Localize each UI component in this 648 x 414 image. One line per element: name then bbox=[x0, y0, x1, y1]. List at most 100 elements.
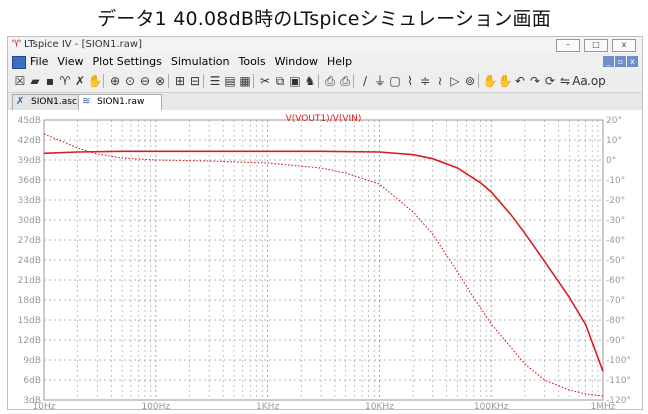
y-left-tick-label: 21dB bbox=[18, 276, 41, 286]
toolbar-separator bbox=[478, 74, 479, 88]
y-left-tick-label: 12dB bbox=[18, 336, 41, 346]
x-tick-label: 100Hz bbox=[141, 402, 170, 409]
paste-icon[interactable]: ▣ bbox=[289, 74, 301, 88]
y-left-tick-label: 15dB bbox=[18, 316, 41, 326]
y-right-tick-label: -80° bbox=[606, 316, 625, 326]
mirror-icon[interactable]: ⇋ bbox=[559, 74, 571, 88]
menu-plot-settings[interactable]: Plot Settings bbox=[92, 55, 162, 68]
schematic-icon: ✗ bbox=[16, 96, 25, 107]
window-controls: – □ x bbox=[556, 39, 636, 52]
autorange-icon[interactable]: ⊞ bbox=[174, 74, 186, 88]
ground-icon[interactable]: ⏚ bbox=[373, 74, 386, 88]
inductor-icon[interactable]: ≀ bbox=[437, 74, 443, 88]
menu-tools[interactable]: Tools bbox=[238, 55, 266, 68]
tab-sion1-raw[interactable]: ≋ SION1.raw bbox=[78, 94, 162, 110]
magnitude-trace bbox=[43, 150, 604, 372]
label-icon[interactable]: ▢ bbox=[389, 74, 401, 88]
open-icon[interactable]: ▰ bbox=[30, 74, 40, 88]
pan-icon[interactable]: ⊙ bbox=[124, 74, 136, 88]
tile-icon[interactable]: ☰ bbox=[209, 74, 221, 88]
ltspice-window: ♈ LTspice IV - [SION1.raw] – □ x File Vi… bbox=[7, 36, 643, 410]
page-caption: データ1 40.08dB時のLTspiceシミュレーション画面 bbox=[97, 8, 551, 30]
y-left-tick-label: 27dB bbox=[18, 236, 41, 246]
menu-file[interactable]: File bbox=[30, 55, 49, 68]
y-right-tick-label: -120° bbox=[606, 396, 631, 406]
y-right-tick-label: 20° bbox=[606, 116, 622, 126]
toolbar-separator bbox=[103, 74, 104, 88]
toolbar: ☒ ▰ ▪ ♈ ✗ ✋ ⊕ ⊙ ⊖ ⊗ ⊞ ⊟ ☰ ▤ ▦ ✂ ⧉ ▣ ♞ ⎙ ⎙ ∕ ⏚ ▢ ⌇ ≑ ≀ ▷ ⊚ ✋ ✋ ↶ ↷ ⟳ ⇋ Aa .op bbox=[8, 70, 642, 93]
zoom-cancel-icon[interactable]: ⊗ bbox=[154, 74, 166, 88]
toolbar-separator bbox=[168, 74, 169, 88]
move-icon[interactable]: ✋ bbox=[482, 74, 498, 88]
cut-icon[interactable]: ✂ bbox=[259, 74, 271, 88]
mdi-restore-button[interactable]: ▫ bbox=[615, 56, 626, 67]
print-icon[interactable]: ⎙ bbox=[340, 74, 350, 88]
find-icon[interactable]: ♞ bbox=[304, 74, 316, 88]
y-right-tick-label: -90° bbox=[606, 336, 625, 346]
document-tabs: ✗ SION1.asc ≋ SION1.raw bbox=[8, 93, 642, 111]
diode-icon[interactable]: ▷ bbox=[450, 74, 460, 88]
x-tick-label: 100KHz bbox=[474, 402, 509, 409]
phase-trace bbox=[43, 133, 604, 397]
redo-icon[interactable]: ↷ bbox=[529, 74, 541, 88]
zoom-in-icon[interactable]: ⊕ bbox=[109, 74, 121, 88]
add-trace-icon[interactable]: ⊟ bbox=[189, 74, 201, 88]
title-bar: ♈ LTspice IV - [SION1.raw] – □ x bbox=[8, 37, 642, 53]
menu-bar: File View Plot Settings Simulation Tools… bbox=[8, 53, 642, 70]
component-icon[interactable]: ⊚ bbox=[464, 74, 476, 88]
y-left-tick-label: 39dB bbox=[18, 156, 41, 166]
toolbar-separator bbox=[253, 74, 254, 88]
mark-icon[interactable]: ▦ bbox=[239, 74, 251, 88]
mdi-minimize-button[interactable]: _ bbox=[603, 56, 614, 67]
menu-window[interactable]: Window bbox=[274, 55, 318, 68]
waveform-plot-pane[interactable]: 45dB 42dB 39dB 36dB 33dB 30dB 27dB 24dB 21dB 18dB… bbox=[8, 110, 642, 409]
ltspice-app-icon: ♈ bbox=[12, 39, 21, 50]
y-left-tick-label: 33dB bbox=[18, 196, 41, 206]
y-left-tick-label: 36dB bbox=[18, 176, 41, 186]
new-schematic-icon[interactable]: ☒ bbox=[14, 74, 26, 88]
trace-label[interactable]: V(VOUT1)/V(VIN) bbox=[286, 114, 362, 124]
spice-directive-icon[interactable]: .op bbox=[587, 74, 606, 88]
mdi-close-button[interactable]: x bbox=[627, 56, 638, 67]
y-left-tick-label: 45dB bbox=[18, 116, 41, 126]
y-left-tick-label: 42dB bbox=[18, 136, 41, 146]
halt-icon[interactable]: ✋ bbox=[87, 74, 103, 88]
y-right-tick-label: 0° bbox=[606, 156, 616, 166]
copy-icon[interactable]: ⧉ bbox=[275, 74, 285, 88]
zoom-out-icon[interactable]: ⊖ bbox=[139, 74, 151, 88]
menu-help[interactable]: Help bbox=[326, 55, 353, 68]
minimize-button[interactable]: – bbox=[556, 39, 580, 52]
x-tick-label: 10Hz bbox=[33, 402, 56, 409]
save-icon[interactable]: ▪ bbox=[45, 74, 55, 88]
text-icon[interactable]: Aa bbox=[572, 74, 588, 88]
capacitor-icon[interactable]: ≑ bbox=[419, 74, 431, 88]
waveform-icon: ≋ bbox=[82, 96, 91, 107]
x-tick-label: 1KHz bbox=[256, 402, 279, 409]
y-left-tick-label: 9dB bbox=[23, 356, 41, 366]
y-right-tick-label: -40° bbox=[606, 236, 625, 246]
waveform-doc-icon[interactable] bbox=[12, 56, 26, 69]
close-button[interactable]: x bbox=[612, 39, 636, 52]
print-preview-icon[interactable]: ⎙ bbox=[325, 74, 335, 88]
cascade-icon[interactable]: ▤ bbox=[224, 74, 236, 88]
y-right-tick-label: -110° bbox=[606, 376, 631, 386]
y-right-tick-label: -70° bbox=[606, 296, 625, 306]
rotate-icon[interactable]: ⟳ bbox=[544, 74, 556, 88]
control-panel-icon[interactable]: ♈ bbox=[59, 74, 71, 88]
window-title: LTspice IV - [SION1.raw] bbox=[24, 39, 142, 50]
y-right-tick-label: -100° bbox=[606, 356, 631, 366]
undo-icon[interactable]: ↶ bbox=[514, 74, 526, 88]
y-right-tick-label: -50° bbox=[606, 256, 625, 266]
menu-simulation[interactable]: Simulation bbox=[170, 55, 230, 68]
wire-icon[interactable]: ∕ bbox=[362, 74, 368, 88]
drag-icon[interactable]: ✋ bbox=[497, 74, 513, 88]
bode-plot[interactable]: 45dB 42dB 39dB 36dB 33dB 30dB 27dB 24dB 21dB 18dB… bbox=[8, 110, 642, 409]
y-left-tick-label: 18dB bbox=[18, 296, 41, 306]
menu-view[interactable]: View bbox=[57, 55, 84, 68]
tab-label: SION1.asc bbox=[31, 97, 77, 107]
maximize-button[interactable]: □ bbox=[584, 39, 608, 52]
y-right-tick-label: -60° bbox=[606, 276, 625, 286]
run-icon[interactable]: ✗ bbox=[74, 74, 86, 88]
tab-label: SION1.raw bbox=[97, 97, 145, 107]
resistor-icon[interactable]: ⌇ bbox=[407, 74, 413, 88]
